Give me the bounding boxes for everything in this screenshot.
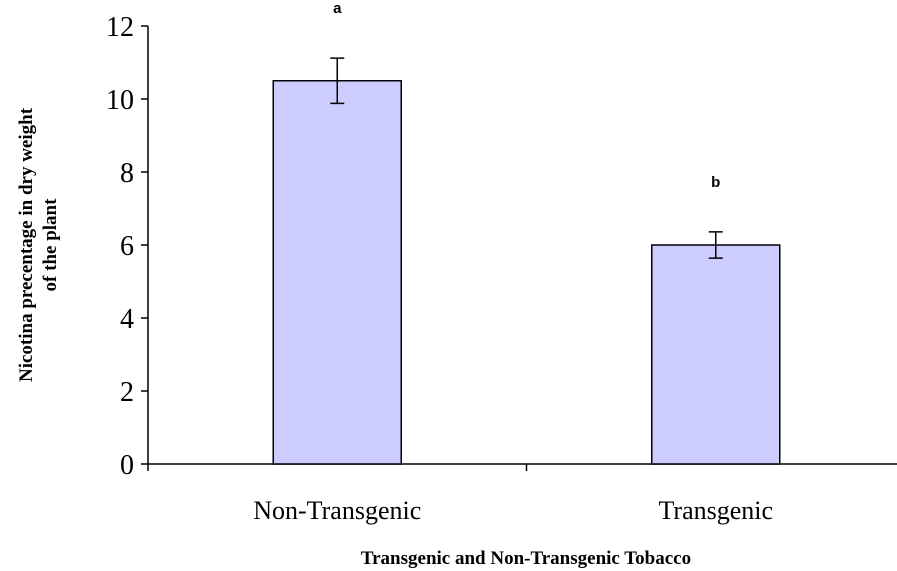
category-label: Transgenic xyxy=(658,496,773,525)
x-axis xyxy=(147,463,897,471)
bars xyxy=(272,80,781,465)
category-labels: Non-Transgenic Transgenic xyxy=(253,496,773,525)
y-tick-label: 0 xyxy=(120,450,134,481)
x-axis-title: Transgenic and Non-Transgenic Tobacco xyxy=(361,548,691,569)
category-label: Non-Transgenic xyxy=(253,496,421,525)
y-axis-title-line-1: Nicotina precentage in dry weight xyxy=(16,107,37,382)
y-axis-title: Nicotina precentage in dry weight of the… xyxy=(16,107,61,382)
y-tick-label: 4 xyxy=(120,304,134,335)
significance-label: b xyxy=(711,174,720,191)
bar xyxy=(651,244,781,465)
y-tick-label: 6 xyxy=(120,231,134,262)
y-tick-label: 2 xyxy=(120,377,134,408)
y-axis: 0 2 4 6 8 10 12 xyxy=(106,12,149,481)
significance-labels: ab xyxy=(333,0,720,191)
y-tick-label: 8 xyxy=(120,158,134,189)
y-tick-label: 12 xyxy=(106,12,134,43)
y-axis-title-line-2: of the plant xyxy=(40,198,61,292)
significance-label: a xyxy=(333,0,342,17)
y-tick-label: 10 xyxy=(106,85,134,116)
error-bars xyxy=(330,57,723,259)
bar xyxy=(272,80,402,465)
